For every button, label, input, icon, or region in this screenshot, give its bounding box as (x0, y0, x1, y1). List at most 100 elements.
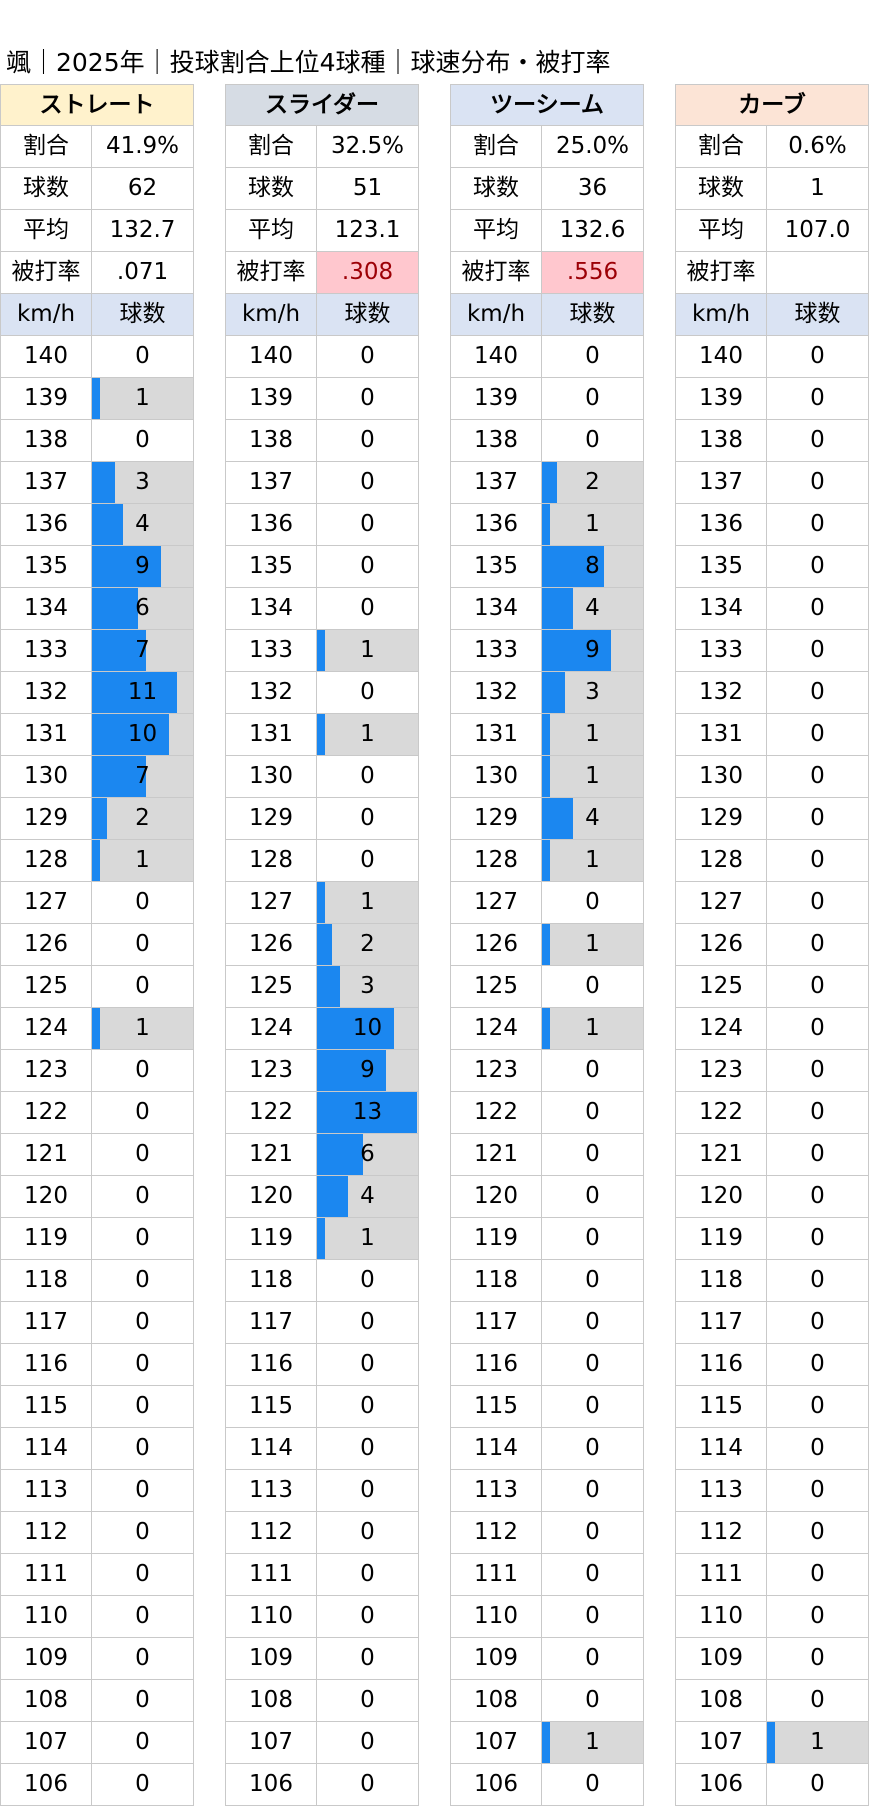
count-value: 1 (135, 1015, 150, 1041)
count-value: 0 (135, 343, 150, 369)
speed-label: 120 (675, 1176, 767, 1218)
count-cell: 0 (317, 378, 419, 420)
count-value: 0 (810, 1561, 825, 1587)
speed-label: 117 (450, 1302, 542, 1344)
count-cell: 0 (317, 1470, 419, 1512)
count-cell: 8 (542, 546, 644, 588)
speed-label: 134 (675, 588, 767, 630)
count-bar (317, 1008, 394, 1049)
count-bar (317, 1092, 417, 1133)
count-value: 0 (135, 1645, 150, 1671)
speed-label: 116 (0, 1344, 92, 1386)
count-value: 0 (810, 595, 825, 621)
bar-background (317, 924, 418, 965)
speed-label: 106 (0, 1764, 92, 1806)
count-value: 0 (810, 1603, 825, 1629)
count-value: 0 (810, 1225, 825, 1251)
count-value: 0 (585, 1645, 600, 1671)
count-value: 0 (360, 1351, 375, 1377)
count-cell: 0 (767, 462, 869, 504)
count-value: 1 (135, 847, 150, 873)
count-value: 0 (360, 1729, 375, 1755)
count-value: 0 (585, 1603, 600, 1629)
pitch-panel: カーブ 割合 0.6% 球数 1 平均 107.0 被打率 km/h 球数 140 0 139 0 138 0… (675, 84, 869, 1806)
speed-label: 112 (225, 1512, 317, 1554)
stat-value-ratio: 0.6% (767, 126, 869, 168)
speed-label: 110 (225, 1596, 317, 1638)
count-bar (542, 588, 573, 629)
bar-background (92, 798, 193, 839)
speed-label: 126 (225, 924, 317, 966)
stat-value-avg: 123.1 (317, 210, 419, 252)
count-cell: 0 (317, 1302, 419, 1344)
stat-label: 平均 (450, 210, 542, 252)
speed-label: 125 (675, 966, 767, 1008)
stat-value-count: 36 (542, 168, 644, 210)
speed-label: 140 (675, 336, 767, 378)
count-value: 3 (135, 469, 150, 495)
bar-background (542, 840, 643, 881)
speed-label: 115 (225, 1386, 317, 1428)
speed-label: 121 (450, 1134, 542, 1176)
speed-label: 112 (0, 1512, 92, 1554)
speed-label: 113 (675, 1470, 767, 1512)
count-cell: 0 (542, 1554, 644, 1596)
count-cell: 4 (92, 504, 194, 546)
count-value: 0 (585, 1771, 600, 1797)
speed-label: 125 (450, 966, 542, 1008)
speed-label: 134 (450, 588, 542, 630)
bar-background (542, 714, 643, 755)
speed-label: 128 (675, 840, 767, 882)
count-cell: 0 (317, 840, 419, 882)
count-bar (92, 462, 115, 503)
count-cell: 0 (92, 1470, 194, 1512)
speed-label: 113 (450, 1470, 542, 1512)
speed-label: 124 (0, 1008, 92, 1050)
count-value: 0 (135, 1183, 150, 1209)
bar-background (317, 1218, 418, 1259)
stat-label: 平均 (675, 210, 767, 252)
speed-label: 114 (0, 1428, 92, 1470)
bar-background (542, 462, 643, 503)
count-cell: 0 (317, 672, 419, 714)
pitch-panel: ツーシーム 割合 25.0% 球数 36 平均 132.6 被打率 .556 km/h 球数 140 0… (450, 84, 644, 1806)
count-value: 0 (135, 1225, 150, 1251)
count-bar (542, 840, 550, 881)
speed-label: 116 (675, 1344, 767, 1386)
count-value: 1 (585, 721, 600, 747)
count-value: 0 (810, 1309, 825, 1335)
count-value: 0 (810, 889, 825, 915)
speed-label: 134 (225, 588, 317, 630)
speed-label: 118 (450, 1260, 542, 1302)
stat-value-ba (767, 252, 869, 294)
count-value: 0 (135, 1309, 150, 1335)
count-value: 0 (360, 1267, 375, 1293)
count-value: 6 (135, 595, 150, 621)
count-cell: 0 (317, 336, 419, 378)
speed-label: 119 (0, 1218, 92, 1260)
stat-label: 平均 (0, 210, 92, 252)
count-cell: 0 (767, 966, 869, 1008)
speed-label: 106 (225, 1764, 317, 1806)
count-cell: 0 (92, 1386, 194, 1428)
speed-label: 121 (675, 1134, 767, 1176)
count-cell: 0 (767, 882, 869, 924)
count-cell: 1 (317, 630, 419, 672)
count-value: 0 (810, 1099, 825, 1125)
count-header: 球数 (767, 294, 869, 336)
kmh-header: km/h (0, 294, 92, 336)
count-cell: 0 (767, 1092, 869, 1134)
count-cell: 0 (317, 1386, 419, 1428)
bar-background (92, 1008, 193, 1049)
stat-value-ba: .071 (92, 252, 194, 294)
count-value: 10 (127, 721, 158, 747)
count-value: 0 (135, 931, 150, 957)
count-value: 0 (360, 847, 375, 873)
bar-background (317, 714, 418, 755)
speed-label: 122 (675, 1092, 767, 1134)
count-cell: 0 (92, 420, 194, 462)
count-cell: 0 (542, 966, 644, 1008)
count-cell: 0 (92, 1764, 194, 1806)
count-bar (767, 1722, 775, 1763)
count-cell: 0 (767, 1638, 869, 1680)
